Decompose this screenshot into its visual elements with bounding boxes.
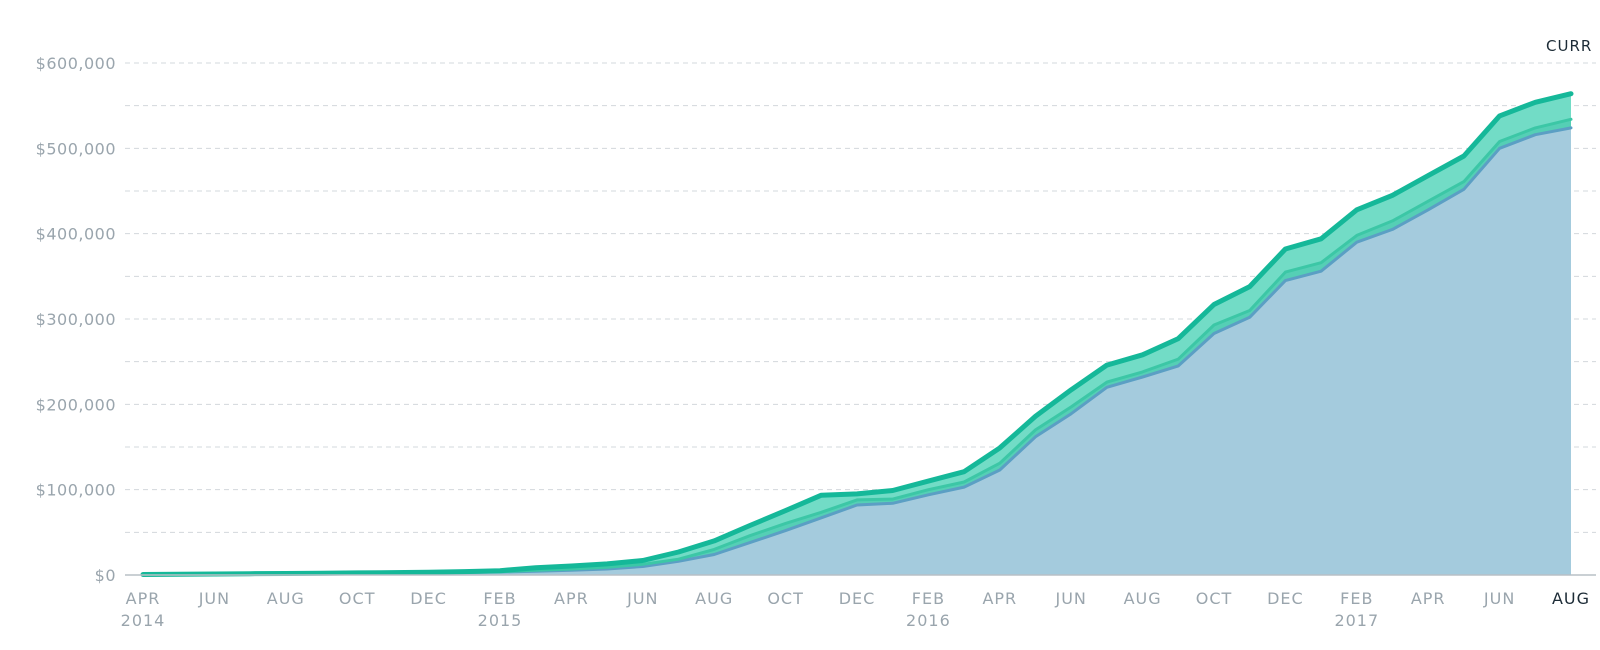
series-lines xyxy=(140,91,1574,577)
x-tick-label: APR xyxy=(982,589,1017,608)
y-tick-label: $0 xyxy=(95,566,116,585)
line-top xyxy=(140,91,1574,577)
x-tick-label: APR xyxy=(1411,589,1446,608)
x-tick-year: 2015 xyxy=(478,611,523,630)
y-tick-label: $500,000 xyxy=(36,139,116,158)
x-tick-label: AUG xyxy=(695,589,733,608)
x-tick-label: DEC xyxy=(410,589,447,608)
x-tick-label: AUG xyxy=(267,589,305,608)
x-tick-year: 2017 xyxy=(1334,611,1379,630)
x-tick-label: JUN xyxy=(198,589,230,608)
x-tick-year: 2016 xyxy=(906,611,951,630)
x-tick-label: OCT xyxy=(767,589,804,608)
area-layers xyxy=(143,93,1571,576)
x-tick-label: DEC xyxy=(1267,589,1304,608)
x-tick-label: OCT xyxy=(339,589,376,608)
x-tick-label: FEB xyxy=(1340,589,1373,608)
x-tick-label: AUG xyxy=(1124,589,1162,608)
x-tick-label: JUN xyxy=(626,589,658,608)
x-tick-label: OCT xyxy=(1196,589,1233,608)
x-tick-label: JUN xyxy=(1483,589,1515,608)
x-tick-label: FEB xyxy=(912,589,945,608)
x-tick-label: JUN xyxy=(1054,589,1086,608)
y-tick-label: $600,000 xyxy=(36,54,116,73)
x-tick-year: 2014 xyxy=(121,611,166,630)
y-tick-label: $400,000 xyxy=(36,225,116,244)
x-axis-ticks: APR 2014 JUN AUG OCT DEC FEB 2015 APR JUN AUG OCT DE… xyxy=(121,589,1590,630)
x-tick-label: FEB xyxy=(483,589,516,608)
x-tick-label: APR xyxy=(126,589,161,608)
y-tick-label: $300,000 xyxy=(36,310,116,329)
y-axis-ticks: $0 $100,000 $200,000 $300,000 $400,000 $500,0… xyxy=(36,54,116,585)
area-base xyxy=(143,127,1571,576)
y-tick-label: $200,000 xyxy=(36,395,116,414)
current-period-label: CURR xyxy=(1546,37,1592,55)
x-tick-label: APR xyxy=(554,589,589,608)
y-tick-label: $100,000 xyxy=(36,481,116,500)
x-tick-label: DEC xyxy=(839,589,876,608)
x-tick-label: AUG xyxy=(1552,589,1590,608)
